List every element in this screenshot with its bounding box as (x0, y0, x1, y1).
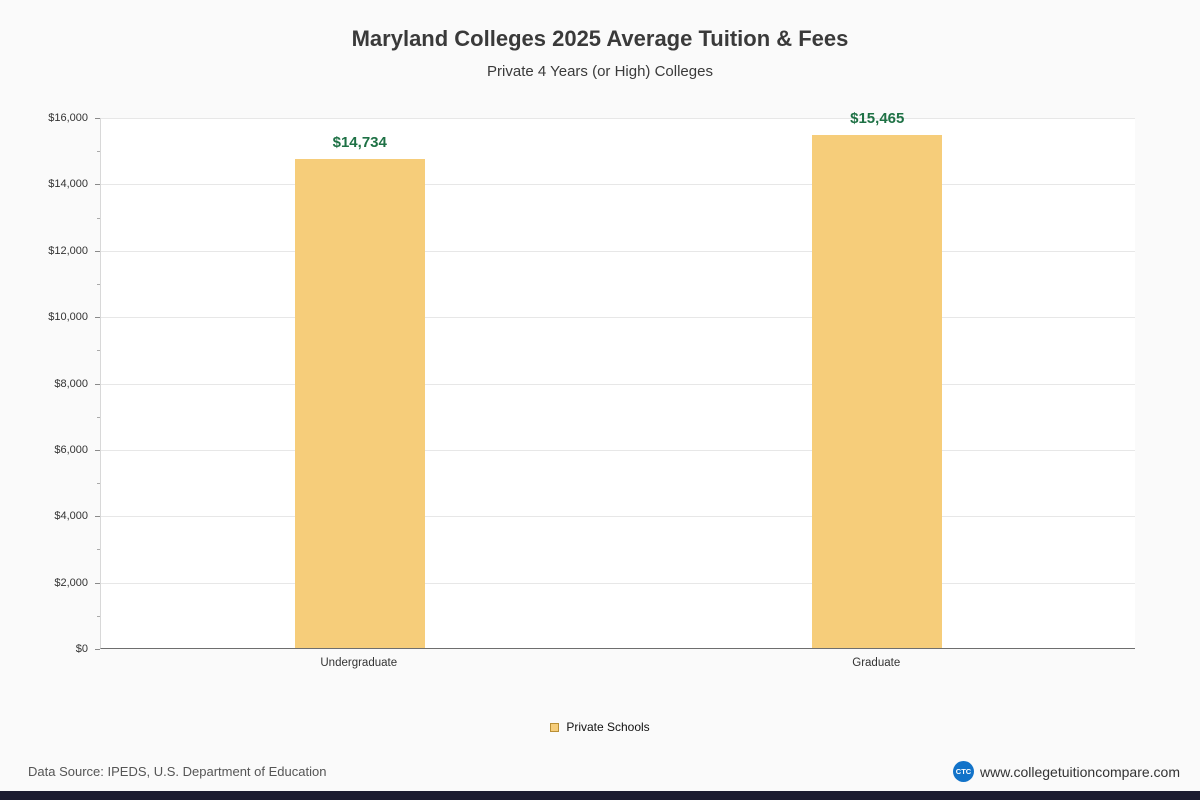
site-link[interactable]: CTC www.collegetuitioncompare.com (953, 761, 1180, 782)
y-minor-tick-mark (97, 151, 100, 153)
y-tick-label: $6,000 (54, 443, 88, 456)
y-tick-label: $0 (75, 643, 88, 655)
bottom-strip (0, 791, 1200, 800)
gridline (101, 317, 1135, 319)
y-tick-label: $16,000 (48, 112, 88, 124)
y-tick-mark (95, 449, 100, 451)
gridline (101, 184, 1135, 186)
bar-value-label: $15,465 (850, 109, 905, 127)
chart-title: Maryland Colleges 2025 Average Tuition &… (351, 26, 849, 51)
bar-graduate[interactable] (812, 134, 943, 648)
ctc-logo-icon: CTC (953, 761, 975, 782)
legend: Private Schools (0, 720, 1200, 734)
chart-subtitle: Private 4 Years (or High) Colleges (487, 63, 713, 80)
y-tick-mark (95, 184, 100, 186)
gridline (101, 118, 1135, 119)
gridline (101, 582, 1135, 584)
gridline (101, 516, 1135, 518)
y-tick-mark (95, 383, 100, 385)
y-minor-tick-mark (97, 549, 100, 551)
y-minor-tick-mark (97, 615, 100, 617)
data-source-note: Data Source: IPEDS, U.S. Department of E… (28, 764, 327, 779)
y-tick-mark (95, 317, 100, 319)
y-minor-tick-mark (97, 283, 100, 285)
legend-label: Private Schools (566, 720, 650, 734)
plot-area: $14,734 $15,465 (100, 110, 1135, 649)
gridline (101, 449, 1135, 451)
y-axis: $0 $2,000 $4,000 $6,000 $8,000 $10,000 $12,000… (0, 112, 100, 655)
gridline (101, 383, 1135, 385)
gridline (101, 250, 1135, 252)
site-url[interactable]: www.collegetuitioncompare.com (980, 763, 1180, 780)
legend-swatch-icon (550, 722, 560, 732)
x-axis: Undergraduate Graduate (100, 650, 1135, 670)
y-tick-mark (95, 118, 100, 119)
y-tick-mark (95, 649, 100, 650)
y-tick-mark (95, 250, 100, 252)
y-minor-tick-mark (97, 217, 100, 219)
bar-value-label: $14,734 (332, 134, 387, 152)
y-tick-label: $14,000 (48, 178, 88, 191)
y-tick-label: $2,000 (54, 576, 88, 589)
y-tick-mark (95, 582, 100, 584)
y-tick-mark (95, 516, 100, 518)
bar-undergraduate[interactable] (294, 159, 425, 648)
y-minor-tick-mark (97, 416, 100, 418)
y-minor-tick-mark (97, 350, 100, 352)
y-tick-label: $8,000 (54, 377, 88, 390)
y-tick-label: $10,000 (48, 311, 88, 324)
y-tick-label: $4,000 (54, 510, 88, 523)
y-tick-label: $12,000 (48, 244, 88, 257)
y-minor-tick-mark (97, 483, 100, 485)
x-category-label: Undergraduate (320, 657, 398, 669)
x-category-label: Graduate (852, 657, 901, 669)
